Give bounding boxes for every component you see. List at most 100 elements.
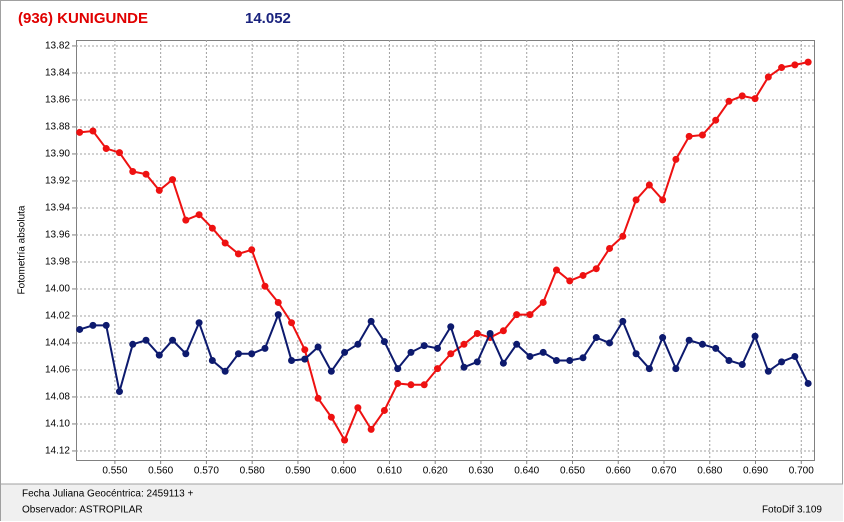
data-point: [341, 436, 349, 444]
x-tick-label: 0.670: [651, 466, 676, 477]
data-point: [552, 357, 560, 365]
data-point: [592, 334, 600, 342]
data-point: [274, 298, 282, 306]
y-tick-label: 14.02: [45, 311, 70, 322]
data-point: [579, 354, 587, 362]
x-tick-label: 0.640: [514, 466, 539, 477]
data-point: [659, 334, 667, 342]
data-point: [367, 425, 375, 433]
data-point: [221, 239, 229, 247]
data-point: [314, 394, 322, 402]
data-point: [195, 211, 203, 219]
chart-subtitle: 14.052: [245, 10, 291, 27]
data-point: [632, 196, 640, 204]
data-point: [725, 97, 733, 105]
data-point: [712, 116, 720, 124]
data-point: [778, 358, 786, 366]
x-tick-label: 0.630: [468, 466, 493, 477]
data-point: [645, 365, 653, 373]
data-point: [499, 327, 507, 335]
data-point: [566, 357, 574, 365]
data-point: [182, 216, 190, 224]
data-point: [672, 155, 680, 163]
x-tick-label: 0.650: [560, 466, 585, 477]
data-point: [407, 381, 415, 389]
data-point: [102, 145, 110, 153]
data-point: [698, 131, 706, 139]
data-point: [155, 186, 163, 194]
footer-text: FotoDif 3.109: [762, 505, 822, 516]
data-point: [169, 176, 177, 184]
y-tick-label: 13.82: [45, 41, 70, 52]
series-line: [79, 311, 810, 392]
y-tick-label: 14.08: [45, 392, 70, 403]
data-point: [327, 367, 335, 375]
data-point: [115, 149, 123, 157]
data-point: [195, 319, 203, 327]
data-point: [288, 357, 296, 365]
x-tick-label: 0.550: [102, 466, 127, 477]
data-point: [407, 348, 415, 356]
y-tick-label: 13.96: [45, 230, 70, 241]
data-point: [420, 381, 428, 389]
data-point: [566, 277, 574, 285]
y-tick-label: 13.92: [45, 176, 70, 187]
data-point: [234, 250, 242, 258]
data-point: [221, 367, 229, 375]
x-tick-label: 0.610: [377, 466, 402, 477]
data-point: [764, 73, 772, 81]
data-point: [645, 181, 653, 189]
x-tick-label: 0.620: [423, 466, 448, 477]
data-point: [129, 340, 137, 348]
data-point: [619, 232, 627, 240]
footer-text: Fecha Juliana Geocéntrica: 2459113 +: [22, 489, 193, 500]
data-point: [420, 342, 428, 350]
data-point: [447, 350, 455, 358]
data-point: [473, 358, 481, 366]
data-point: [433, 344, 441, 352]
data-point: [513, 311, 521, 319]
y-tick-label: 14.00: [45, 284, 70, 295]
y-tick-label: 13.94: [45, 203, 70, 214]
data-point: [672, 365, 680, 373]
data-point: [460, 340, 468, 348]
data-point: [685, 336, 693, 344]
data-point: [659, 196, 667, 204]
data-point: [129, 167, 137, 175]
data-point: [102, 321, 110, 329]
data-point: [169, 336, 177, 344]
data-point: [76, 325, 84, 333]
data-point: [579, 271, 587, 279]
x-tick-label: 0.560: [148, 466, 173, 477]
y-tick-label: 14.06: [45, 365, 70, 376]
data-point: [380, 338, 388, 346]
data-point: [764, 367, 772, 375]
x-tick-label: 0.600: [331, 466, 356, 477]
x-tick-label: 0.580: [240, 466, 265, 477]
y-axis-label: Fotometría absoluta: [17, 205, 28, 294]
x-tick-label: 0.590: [285, 466, 310, 477]
data-point: [380, 406, 388, 414]
data-point: [804, 379, 812, 387]
data-point: [486, 330, 494, 338]
data-point: [394, 379, 402, 387]
data-point: [632, 350, 640, 358]
data-point: [698, 340, 706, 348]
data-point: [89, 127, 97, 135]
data-point: [526, 311, 534, 319]
data-point: [447, 323, 455, 331]
data-point: [115, 388, 123, 396]
data-point: [248, 246, 256, 254]
y-tick-label: 13.90: [45, 149, 70, 160]
data-point: [778, 64, 786, 72]
x-tick-label: 0.690: [743, 466, 768, 477]
data-point: [539, 298, 547, 306]
y-tick-label: 13.86: [45, 95, 70, 106]
data-point: [606, 339, 614, 347]
x-tick-label: 0.680: [697, 466, 722, 477]
data-point: [354, 404, 362, 412]
data-point: [433, 365, 441, 373]
data-point: [751, 95, 759, 103]
